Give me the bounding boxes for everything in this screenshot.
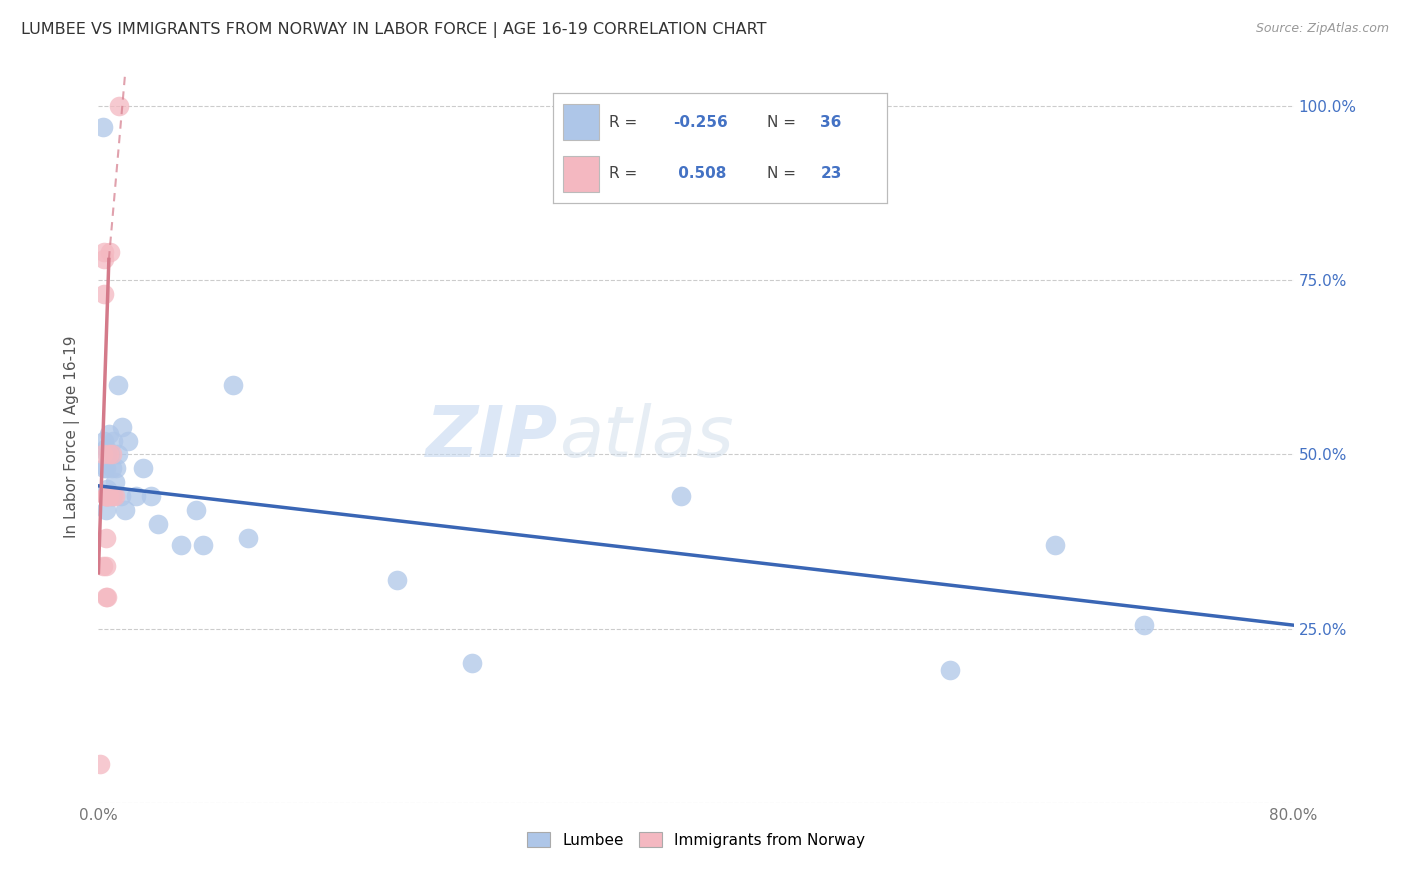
Point (94, 489, 117, 503)
Point (125, 489, 148, 503)
Point (97, 489, 120, 503)
Point (461, 657, 484, 671)
Point (94, 489, 117, 503)
Point (94, 461, 117, 475)
Point (97, 448, 120, 462)
Point (89, 757, 111, 772)
Point (1133, 618, 1156, 632)
Point (97, 426, 120, 441)
Point (110, 489, 132, 503)
Point (91, 448, 114, 462)
Text: LUMBEE VS IMMIGRANTS FROM NORWAY IN LABOR FORCE | AGE 16-19 CORRELATION CHART: LUMBEE VS IMMIGRANTS FROM NORWAY IN LABO… (21, 22, 766, 38)
Point (191, 538, 214, 552)
Point (96, 591, 118, 605)
Point (107, 448, 129, 462)
Point (96, 489, 118, 503)
Point (132, 461, 155, 475)
Point (169, 538, 191, 552)
Text: Source: ZipAtlas.com: Source: ZipAtlas.com (1256, 22, 1389, 36)
Point (93, 434, 115, 448)
Point (91, 120, 114, 134)
Point (184, 503, 207, 517)
Point (108, 99, 131, 113)
Point (222, 377, 245, 392)
Point (93, 245, 115, 260)
Legend: Lumbee, Immigrants from Norway: Lumbee, Immigrants from Norway (520, 825, 872, 854)
Point (103, 434, 125, 448)
Point (111, 419, 134, 434)
Point (104, 475, 127, 490)
Point (98, 448, 122, 462)
Point (94, 489, 117, 503)
Point (93, 287, 115, 301)
Point (91, 558, 114, 573)
Point (101, 461, 124, 475)
Point (93, 461, 115, 475)
Point (94, 441, 117, 455)
Point (96, 483, 118, 497)
Point (94, 558, 117, 573)
Point (94, 591, 117, 605)
Point (93, 252, 115, 267)
Text: atlas: atlas (558, 402, 733, 472)
Point (94, 503, 117, 517)
Point (1043, 538, 1066, 552)
Point (94, 531, 117, 545)
Point (139, 489, 162, 503)
Point (104, 489, 127, 503)
Point (385, 573, 409, 587)
Text: ZIP: ZIP (426, 402, 558, 472)
Point (939, 664, 962, 678)
Point (107, 377, 129, 392)
Point (101, 448, 124, 462)
Point (96, 448, 118, 462)
Point (236, 531, 259, 545)
Point (101, 489, 124, 503)
Point (105, 461, 128, 475)
Point (94, 489, 117, 503)
Point (103, 489, 125, 503)
Point (669, 489, 692, 503)
Y-axis label: In Labor Force | Age 16-19: In Labor Force | Age 16-19 (63, 335, 80, 539)
Point (148, 517, 170, 532)
Point (117, 434, 139, 448)
Point (97, 489, 120, 503)
Point (114, 503, 136, 517)
Point (98, 245, 122, 260)
